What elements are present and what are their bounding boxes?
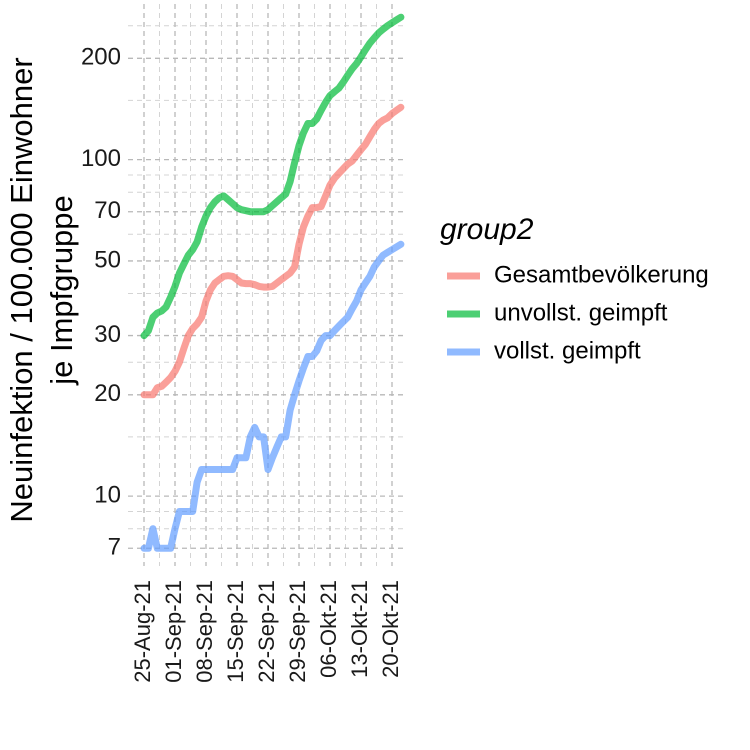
series-line-1	[140, 103, 405, 399]
y-tick-label: 200	[81, 44, 121, 71]
legend-entry-label: unvollst. geimpft	[494, 299, 668, 326]
legend-entry-label: vollst. geimpft	[494, 337, 641, 364]
x-tick-label: 20-Okt-21	[378, 580, 403, 678]
y-tick-label: 7	[108, 534, 121, 561]
series-line-2	[140, 13, 405, 340]
legend: group2 Gesamtbevölkerung unvollst. geimpf…	[440, 213, 709, 364]
legend-title: group2	[440, 213, 534, 246]
series-line-3	[140, 240, 405, 552]
y-tick-label: 70	[94, 197, 121, 224]
x-tick-label: 15-Sep-21	[223, 580, 248, 683]
x-tick-label: 01-Sep-21	[161, 580, 186, 683]
x-tick-label: 06-Okt-21	[316, 580, 341, 678]
y-axis-ticks: 7 10 20 30 50 70 100 200	[81, 44, 121, 561]
y-axis-title-line-2: je Impfgruppe	[44, 195, 79, 386]
x-tick-label: 08-Sep-21	[192, 580, 217, 683]
y-tick-label: 30	[94, 321, 121, 348]
legend-entry-label: Gesamtbevölkerung	[494, 261, 709, 288]
y-axis-title-line-1: Neuinfektion / 100.000 Einwohner	[4, 57, 39, 522]
x-tick-label: 13-Okt-21	[347, 580, 372, 678]
y-tick-label: 100	[81, 145, 121, 172]
series-lines	[140, 13, 405, 552]
legend-items: Gesamtbevölkerung unvollst. geimpft vollst…	[447, 261, 709, 364]
x-tick-label: 29-Sep-21	[285, 580, 310, 683]
x-tick-label: 25-Aug-21	[130, 580, 155, 683]
x-tick-label: 22-Sep-21	[254, 580, 279, 683]
y-tick-label: 50	[94, 246, 121, 273]
x-axis-ticks: 25-Aug-21 01-Sep-21 08-Sep-21 15-Sep-21 22-S…	[130, 580, 403, 683]
y-tick-label: 20	[94, 380, 121, 407]
y-tick-label: 10	[94, 481, 121, 508]
